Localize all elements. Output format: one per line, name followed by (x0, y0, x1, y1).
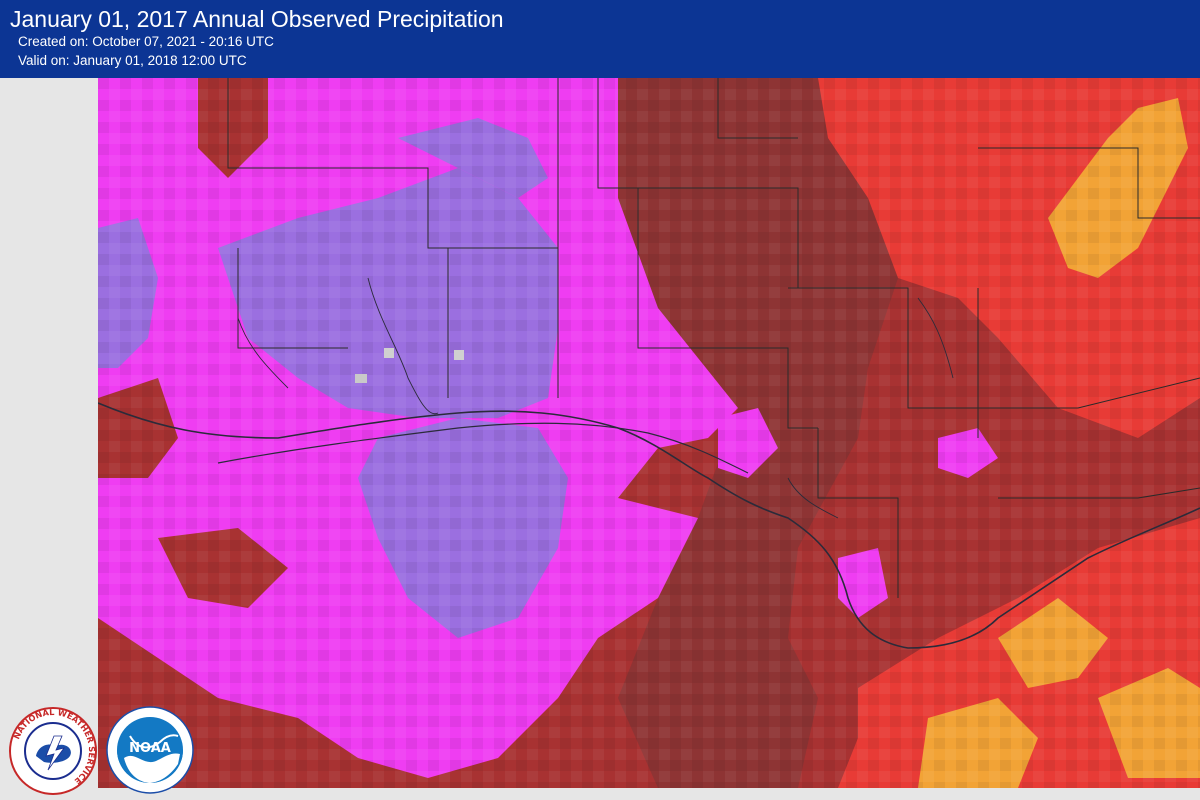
noaa-logo: NOAA (106, 706, 194, 794)
water-patch-1 (384, 348, 394, 358)
bottom-margin (0, 788, 1200, 800)
page-title: January 01, 2017 Annual Observed Precipi… (10, 6, 504, 32)
coastline (98, 402, 1200, 649)
noaa-logo-text: NOAA (129, 741, 171, 756)
precipitation-map (98, 78, 1200, 788)
nws-logo: NATIONAL WEATHER SERVICE (9, 707, 97, 795)
header-bar: January 01, 2017 Annual Observed Precipi… (0, 0, 1200, 78)
state-boundaries (227, 78, 1200, 598)
water-patch-2 (454, 350, 464, 360)
water-patch-3 (355, 374, 367, 383)
valid-timestamp: Valid on: January 01, 2018 12:00 UTC (18, 53, 247, 68)
created-timestamp: Created on: October 07, 2021 - 20:16 UTC (18, 34, 274, 49)
left-margin (0, 78, 98, 800)
barrier-island (217, 422, 749, 474)
rivers (237, 277, 954, 519)
